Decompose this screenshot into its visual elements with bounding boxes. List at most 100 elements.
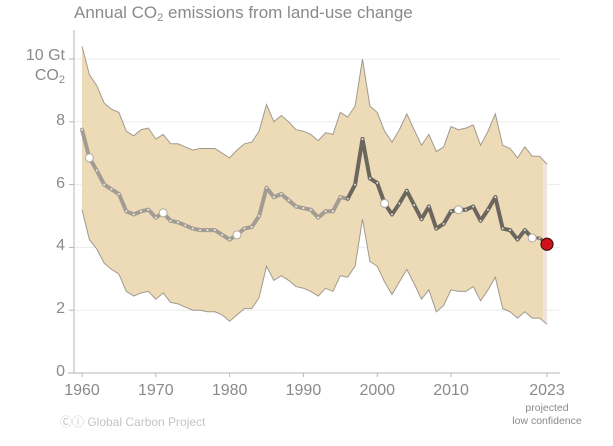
vertex-marker <box>398 202 401 205</box>
credit-label: Ⓒⓘ Global Carbon Project <box>60 415 206 429</box>
vertex-marker <box>523 229 526 232</box>
central-line-segment <box>116 192 129 214</box>
x-tick-label-2010: 2010 <box>433 382 469 399</box>
vertex-marker <box>169 219 172 222</box>
vertex-marker <box>125 210 128 213</box>
vertex-marker <box>509 229 512 232</box>
central-line-segment <box>412 203 424 222</box>
vertex-marker <box>479 219 482 222</box>
projected-point-2023 <box>540 237 554 251</box>
x-tick-label-1970: 1970 <box>138 382 174 399</box>
uncertainty-band-historical <box>82 46 544 322</box>
highlight-point-1971 <box>158 208 168 218</box>
lower-bound-line <box>81 209 548 325</box>
central-line-segment <box>353 137 365 187</box>
vertex-marker <box>302 207 305 210</box>
vertex-marker <box>140 210 143 213</box>
title-subscript: 2 <box>157 12 164 24</box>
vertex-marker <box>420 218 423 221</box>
vertex-marker <box>154 216 157 219</box>
vertex-marker <box>368 177 371 180</box>
vertex-marker <box>265 186 268 189</box>
vertex-marker <box>110 188 113 191</box>
x-tick-label-2000: 2000 <box>359 382 396 399</box>
vertex-marker <box>250 225 253 228</box>
x-tick-label-1990: 1990 <box>285 382 322 399</box>
central-line-segment <box>249 214 262 229</box>
vertex-marker <box>427 205 430 208</box>
vertex-marker <box>243 227 246 230</box>
upper-bound-line <box>81 46 548 165</box>
projection-note-line1: projected <box>525 402 569 414</box>
vertex-marker <box>501 227 504 230</box>
central-line-segment <box>345 182 358 201</box>
central-line-segment <box>360 137 372 181</box>
axes <box>68 30 560 377</box>
y-axis-unit-label-co2: CO2 <box>35 67 65 86</box>
vertex-marker <box>361 138 364 141</box>
highlight-point-2001 <box>380 198 390 208</box>
highlight-point-1981 <box>232 230 242 240</box>
highlight-point-2011 <box>453 205 463 215</box>
vertex-marker <box>295 205 298 208</box>
vertex-marker <box>147 208 150 211</box>
highlight-point-1961 <box>84 153 94 163</box>
vertex-marker <box>103 183 106 186</box>
chart-title: Annual CO2 emissions from land-use chang… <box>74 3 413 24</box>
vertex-marker <box>472 205 475 208</box>
y-axis-unit-label: 10 Gt <box>25 47 65 64</box>
central-line <box>80 127 549 246</box>
vertex-marker <box>132 213 135 216</box>
central-line-segment <box>80 127 92 160</box>
vertex-marker <box>435 227 438 230</box>
vertex-marker <box>405 189 408 192</box>
central-line-segment <box>471 204 483 223</box>
vertex-marker <box>213 229 216 232</box>
x-tick-label-1960: 1960 <box>64 382 100 399</box>
vertex-marker <box>206 229 209 232</box>
y-unit-subscript: 2 <box>58 74 65 86</box>
vertex-marker <box>272 196 275 199</box>
vertex-marker <box>117 193 120 196</box>
central-line-segment <box>493 195 505 231</box>
x-tick-label-1980: 1980 <box>211 382 248 399</box>
vertex-marker <box>95 169 98 172</box>
vertex-marker <box>494 196 497 199</box>
central-line-segment <box>94 168 107 187</box>
vertex-marker <box>81 128 83 131</box>
vertex-marker <box>464 208 467 211</box>
vertex-marker <box>516 238 519 241</box>
vertex-marker <box>258 215 261 217</box>
central-line-segment <box>257 185 269 218</box>
vertex-marker <box>413 204 416 207</box>
vertex-marker <box>391 213 393 216</box>
y-tick-label-8: 8 <box>56 111 65 129</box>
central-line-segment <box>426 204 439 231</box>
x-tick-label-2023: 2023 <box>529 382 565 399</box>
central-line-segment <box>330 195 343 214</box>
vertex-marker <box>317 216 320 219</box>
data-points <box>84 153 554 251</box>
central-line-segment <box>441 209 454 226</box>
vertex-marker <box>339 196 342 199</box>
vertex-marker <box>176 221 179 224</box>
projection-note-line2: low confidence <box>512 415 582 427</box>
y-tick-label-6: 6 <box>56 174 65 192</box>
title-text: Annual CO <box>74 3 158 22</box>
y-tick-label-4: 4 <box>56 237 65 255</box>
title-text-suffix: emissions from land-use change <box>163 3 413 22</box>
vertex-marker <box>346 197 349 200</box>
central-line-segment <box>397 188 409 206</box>
vertex-marker <box>324 210 327 213</box>
vertex-marker <box>354 183 357 186</box>
vertex-marker <box>228 238 231 241</box>
vertex-marker <box>450 210 453 213</box>
highlight-point-2021 <box>527 233 537 243</box>
vertex-marker <box>287 199 290 202</box>
vertex-marker <box>221 233 224 236</box>
vertex-marker <box>199 229 202 232</box>
y-tick-label-0: 0 <box>56 363 65 380</box>
y-tick-label-2: 2 <box>56 300 65 318</box>
vertex-marker <box>331 210 334 213</box>
